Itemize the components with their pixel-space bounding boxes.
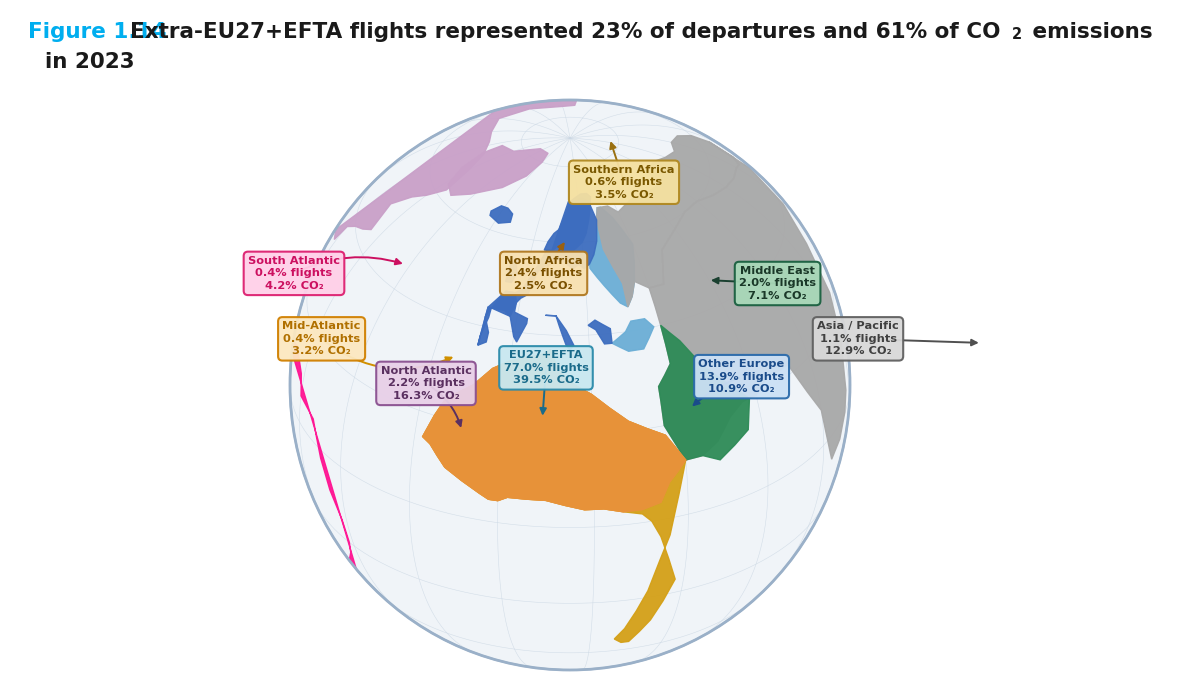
Polygon shape — [596, 136, 739, 307]
Polygon shape — [449, 146, 548, 195]
Polygon shape — [422, 350, 685, 512]
Polygon shape — [422, 350, 685, 512]
Text: emissions: emissions — [1025, 22, 1153, 42]
Text: South Atlantic
0.4% flights
4.2% CO₂: South Atlantic 0.4% flights 4.2% CO₂ — [248, 256, 340, 291]
Ellipse shape — [290, 100, 850, 670]
Text: Extra-EU27+EFTA flights represented 23% of departures and 61% of CO: Extra-EU27+EFTA flights represented 23% … — [130, 22, 1001, 42]
Text: in 2023: in 2023 — [46, 52, 134, 72]
Polygon shape — [292, 342, 356, 569]
Text: EU27+EFTA
77.0% flights
39.5% CO₂: EU27+EFTA 77.0% flights 39.5% CO₂ — [504, 350, 588, 385]
Text: Mid-Atlantic
0.4% flights
3.2% CO₂: Mid-Atlantic 0.4% flights 3.2% CO₂ — [282, 321, 361, 356]
Polygon shape — [589, 207, 635, 307]
Text: Figure 1.14: Figure 1.14 — [28, 22, 167, 42]
Polygon shape — [505, 260, 521, 283]
Text: Middle East
2.0% flights
7.1% CO₂: Middle East 2.0% flights 7.1% CO₂ — [739, 266, 816, 301]
Text: Asia / Pacific
1.1% flights
12.9% CO₂: Asia / Pacific 1.1% flights 12.9% CO₂ — [817, 321, 899, 356]
Polygon shape — [478, 198, 596, 345]
Polygon shape — [335, 101, 576, 240]
Polygon shape — [546, 315, 574, 350]
Polygon shape — [545, 194, 590, 251]
Polygon shape — [659, 325, 750, 460]
Polygon shape — [588, 320, 612, 344]
Text: North Africa
2.4% flights
2.5% CO₂: North Africa 2.4% flights 2.5% CO₂ — [504, 256, 583, 291]
Text: North Atlantic
2.2% flights
16.3% CO₂: North Atlantic 2.2% flights 16.3% CO₂ — [380, 366, 472, 401]
Polygon shape — [478, 291, 528, 345]
Polygon shape — [649, 142, 846, 460]
Text: Other Europe
13.9% flights
10.9% CO₂: Other Europe 13.9% flights 10.9% CO₂ — [698, 359, 785, 394]
Text: 2: 2 — [1012, 27, 1022, 42]
Text: Southern Africa
0.6% flights
3.5% CO₂: Southern Africa 0.6% flights 3.5% CO₂ — [574, 165, 674, 200]
Polygon shape — [612, 319, 654, 351]
Polygon shape — [422, 350, 685, 643]
Polygon shape — [490, 206, 512, 223]
